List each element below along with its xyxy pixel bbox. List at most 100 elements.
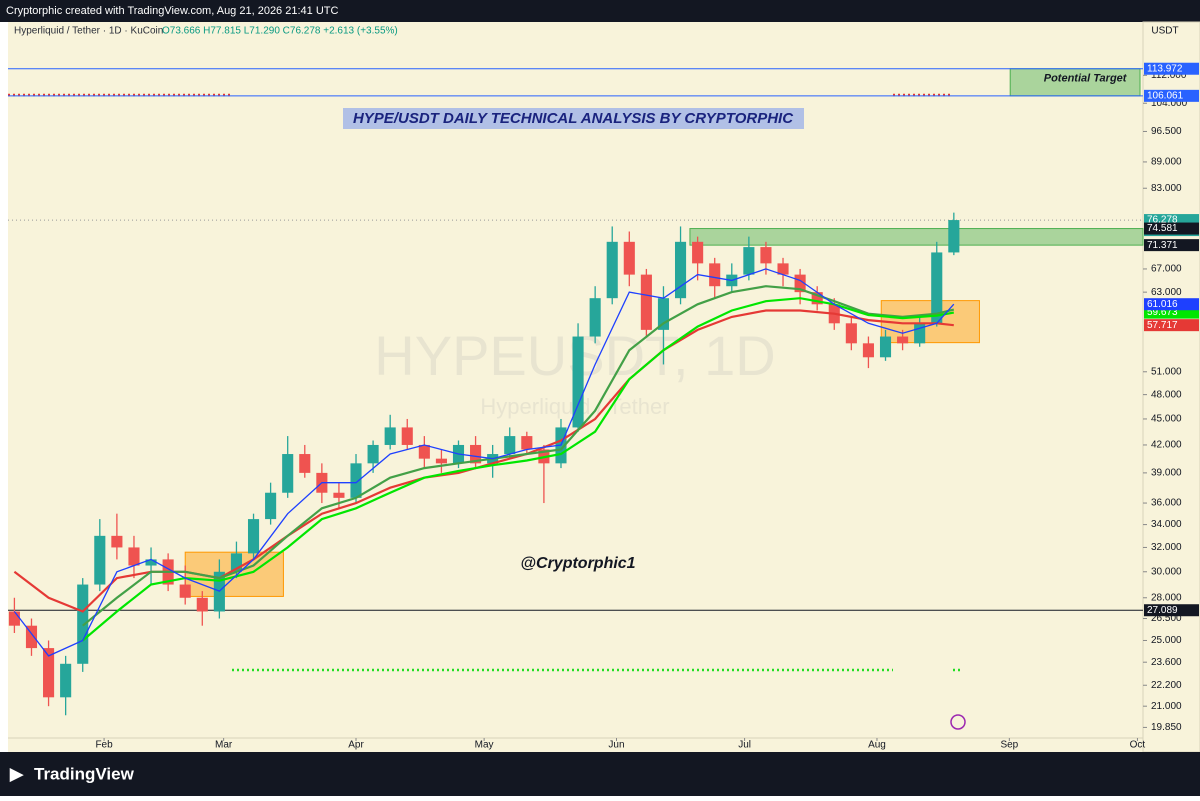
title-bg <box>343 108 804 129</box>
x-tick-label: Sep <box>1000 740 1018 751</box>
title: HYPE/USDT DAILY TECHNICAL ANALYSIS BY CR… <box>353 110 794 127</box>
candle-body <box>60 663 72 698</box>
candle-body <box>504 436 516 455</box>
x-tick-label: May <box>475 740 494 751</box>
candle-body <box>470 444 482 464</box>
candle-body <box>709 263 721 287</box>
candle-body <box>128 547 140 566</box>
candle-body <box>845 323 857 344</box>
candle-body <box>811 292 823 305</box>
symbol: Hyperliquid / Tether · 1D · KuCoin <box>14 26 163 37</box>
y-tick-label: 39.000 <box>1151 468 1182 479</box>
candle-body <box>43 648 55 698</box>
candle-body <box>282 454 294 493</box>
y-tick-label: 23.600 <box>1151 657 1182 668</box>
level-badge: 113.972 <box>1147 63 1183 74</box>
candle-body <box>418 444 430 459</box>
candle-body <box>589 298 601 337</box>
candle-body <box>401 427 413 445</box>
zone <box>1009 68 1141 97</box>
candle-body <box>897 336 909 344</box>
ma-badge: 59.673 <box>1147 307 1178 318</box>
candle-body <box>879 336 892 358</box>
candle-body <box>435 458 447 464</box>
moving-average <box>81 297 954 642</box>
y-tick-label: 63.000 <box>1151 287 1182 298</box>
candle-body <box>350 463 362 498</box>
alert-icon[interactable] <box>950 714 966 730</box>
candle-body <box>606 241 618 299</box>
bottom-bar <box>0 752 1200 796</box>
y-tick-label: 89.000 <box>1151 157 1182 168</box>
level-badge: 106.061 <box>1147 90 1184 101</box>
zone-badge-bg <box>1144 239 1199 252</box>
ohlc: O73.666 H77.815 L71.290 C76.278 +2.613 (… <box>162 26 398 37</box>
credit: Cryptorphic created with TradingView.com… <box>6 5 338 17</box>
candle-body <box>265 492 277 520</box>
candle-body <box>760 247 772 264</box>
y-tick-label: 112.000 <box>1151 70 1187 81</box>
zone-badge: 74.581 <box>1147 223 1178 234</box>
x-tick-label: Jun <box>608 740 624 751</box>
level-badge-bg <box>1144 89 1199 102</box>
y-tick-label: 45.000 <box>1151 414 1182 425</box>
x-tick-label: Jul <box>738 740 751 751</box>
moving-average <box>82 285 955 627</box>
candle-body <box>948 220 960 253</box>
candle-body <box>367 444 379 464</box>
y-tick-label: 21.000 <box>1151 701 1182 712</box>
zone-badge: 71.371 <box>1147 240 1178 251</box>
candle-body <box>914 323 926 344</box>
last-price-badge: 76.278 <box>1147 215 1178 226</box>
level-badge-bg <box>1144 604 1199 617</box>
candle-body <box>657 298 670 330</box>
currency: USDT <box>1151 26 1178 37</box>
zone-badge-bg <box>1144 222 1199 235</box>
y-tick-label: 25.000 <box>1151 635 1182 646</box>
candle-body <box>8 611 20 626</box>
y-tick-label: 26.500 <box>1151 613 1182 624</box>
y-tick-label: 51.000 <box>1151 366 1182 377</box>
x-tick-label: Apr <box>348 740 364 751</box>
x-tick-label: Aug <box>868 740 886 751</box>
candle-body <box>777 263 789 275</box>
y-tick-label: 28.000 <box>1151 592 1182 603</box>
y-tick-label: 36.000 <box>1151 498 1182 509</box>
candle-body <box>521 436 533 450</box>
zone <box>880 300 980 344</box>
brand-icon: ▶ <box>9 764 24 783</box>
candle-body <box>794 274 806 293</box>
y-tick-label: 19.850 <box>1151 722 1182 733</box>
candle-body <box>179 584 191 598</box>
x-tick-label: Mar <box>215 740 233 751</box>
y-tick-label: 30.000 <box>1151 566 1182 577</box>
brand: TradingView <box>34 764 135 783</box>
candle-body <box>77 584 89 664</box>
ma-badge-bg <box>1144 319 1199 332</box>
candle-body <box>743 247 755 275</box>
handle: @Cryptorphic1 <box>520 555 635 572</box>
candle-body <box>931 252 943 324</box>
y-tick-label: 96.500 <box>1151 126 1182 137</box>
candle-body <box>299 454 311 473</box>
top-bar <box>0 0 1200 22</box>
candle-body <box>674 241 687 299</box>
y-tick-label: 48.000 <box>1151 389 1182 400</box>
candle-body <box>145 559 157 566</box>
moving-average <box>13 268 955 657</box>
y-tick-label: 104.000 <box>1151 98 1188 109</box>
x-tick-label: Oct <box>1130 740 1146 751</box>
candle-body <box>640 274 652 330</box>
zone <box>689 228 1144 246</box>
level-badge-bg <box>1144 62 1199 75</box>
candle-body <box>230 553 243 572</box>
zone-label: Potential Target <box>1044 73 1128 85</box>
y-tick-label: 22.200 <box>1151 680 1182 691</box>
candle-body <box>572 336 584 428</box>
candle-body <box>25 625 38 649</box>
candle-body <box>111 535 123 548</box>
candle-body <box>247 519 260 554</box>
ma-badge-bg <box>1144 298 1199 311</box>
